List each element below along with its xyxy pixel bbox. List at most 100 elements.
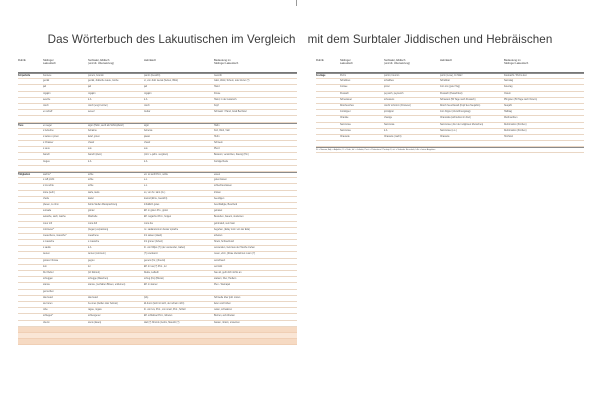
- table-left: Rubrik Stülinger Lakuutisch Surbtaler Jidd…: [18, 58, 297, 346]
- table-cell: tur: [88, 265, 91, 268]
- table-cell: Pessach (Pesachfest): [440, 92, 463, 95]
- table-cell: gemuchen: [43, 290, 54, 293]
- table-cell: meauchene, mausche*: [43, 234, 67, 237]
- table-cell: Reformation (Kirchen): [504, 123, 527, 126]
- table-row: barsch barsch (klein) (mitt. v.-jahm. verg…: [18, 153, 297, 160]
- table-cell: oberst: [43, 321, 50, 324]
- table-cell: purimt, boumm: [384, 75, 400, 77]
- table-cell: Sammowe (Jnur der religiösen Menschen): [440, 123, 484, 126]
- column-header: Bedeutung im Stülinger Lakuutisch: [214, 59, 239, 66]
- legend-note-row: N. = Nomen, Adj. = Adjektiv, V. = Verb, …: [316, 147, 584, 154]
- table-cell: Imt saleen (daart): [144, 234, 162, 237]
- table-cell: s mausche: [88, 241, 100, 244]
- table-cell: bockige Rede: [214, 160, 229, 163]
- table-header: Rubrik Stülinger Lakuutisch Surbtaler Jidd…: [18, 58, 297, 73]
- table-cell: [214, 327, 297, 332]
- row-category: [18, 228, 43, 233]
- table-row: ziegeu k.A. k.A. bockige Rede: [18, 160, 297, 166]
- table-cell: [214, 166, 297, 171]
- table-cell: Schwein: [214, 142, 223, 145]
- table-cell: Schabbat: [440, 80, 450, 83]
- table-cell: gegou: [88, 259, 95, 262]
- table-cell: jad: [43, 86, 47, 89]
- table-row: [18, 332, 297, 340]
- table-cell: k.A.: [88, 98, 92, 101]
- table-cell: Dur Rebul: [43, 272, 54, 274]
- table-cell: gezäk, Jüdische Laute, Grobe: [88, 80, 119, 83]
- table-cell: genem (Ks.) (Fuerst): [144, 259, 166, 262]
- table-cell: Imt gruner (Arbeit): [144, 241, 163, 244]
- table-cell: Roschesches: [340, 104, 354, 107]
- table-row: Roschesches roschr schomm (Finsterer) Rosc…: [316, 104, 584, 111]
- table-cell: Pessach: [340, 92, 349, 95]
- table-cell: [43, 327, 88, 332]
- table-cell: verwenden, Geld aus der Tasche ziehen: [214, 247, 255, 250]
- row-category: [18, 160, 43, 165]
- table-cell: [214, 116, 297, 121]
- table-cell: schlegen*: [43, 315, 54, 318]
- table-cell: Jonkee: [340, 86, 348, 89]
- table-cell: sesche: [43, 98, 51, 101]
- table-row: tum tur Eff. In tua (?) Prot., tur verrückt: [18, 265, 297, 271]
- table-cell: [88, 333, 144, 338]
- table-cell: Schawuot (50 Tage nach Pessach): [440, 98, 476, 101]
- table-row: Körperteile boonere ponem, bounim panim (Ge…: [18, 73, 297, 80]
- table-cell: Wachelle: [88, 216, 98, 219]
- table-row: Tätigkeiten sachre* schle ett. so wohl Prot…: [18, 172, 297, 179]
- table-cell: gebündelt, nein hast: [214, 222, 235, 225]
- row-category: [18, 209, 43, 214]
- row-category: [18, 240, 43, 245]
- title-part-2: mit dem Surbtaler Jiddischen und Hebräis…: [307, 33, 553, 46]
- title-part-1: Das Wörterbuch des Lakuutischen im Vergl…: [47, 33, 296, 46]
- table-body: Festtage Purim purimt, boumm purim (Lose), …: [316, 73, 584, 154]
- table-cell: (?) unerkannt: [144, 253, 158, 256]
- table-cell: Bestehen, bauern, studenten: [214, 216, 244, 219]
- row-category: [18, 290, 43, 295]
- table-cell: chanige: [384, 117, 393, 120]
- table-cell: boonere: [43, 75, 52, 77]
- table-cell: beschädigte, Bescheid: [214, 203, 238, 206]
- row-category: [18, 296, 43, 301]
- row-category: Körperteile: [18, 75, 31, 77]
- table-cell: (liegen) verpackung: [88, 228, 109, 231]
- row-category: [18, 110, 43, 115]
- table-cell: k.A.: [88, 160, 92, 163]
- table-cell: jad: [88, 86, 92, 89]
- table-cell: begehen, (Eday mod. von der Eda): [214, 228, 250, 231]
- row-category: [18, 259, 43, 264]
- table-row: chelle kadel kowod (Ehre, Gewicht) beerdige…: [18, 197, 297, 203]
- table-cell: trinken: [214, 191, 221, 194]
- table-row: gezäk gezäk, Jüdische Laute, Grobe vt, von…: [18, 79, 297, 86]
- table-cell: kelef, jonen: [88, 135, 100, 138]
- table-cell: hau ab, geht dich nichts an: [214, 272, 242, 274]
- table-cell: gezäk: [43, 80, 50, 83]
- table-cell: s keiles o jonen: [43, 135, 59, 138]
- table-cell: Hand, in der Lakutsch.: [214, 98, 237, 101]
- table-cell: Feiertag: [504, 86, 513, 89]
- table-cell: rogajim: [43, 92, 51, 95]
- table-cell: robe: [43, 309, 48, 312]
- table-cell: sigor: [144, 124, 149, 127]
- table-row: Schabbes schabbes Schabbat Samstag: [316, 79, 584, 86]
- table-row: s suus sus sus Pferd: [18, 147, 297, 154]
- row-category: [18, 141, 43, 146]
- row-category: [18, 197, 43, 202]
- table-cell: schle: [88, 174, 94, 176]
- table-cell: so, von hc. taint (zu.): [144, 191, 166, 194]
- row-category: [18, 314, 43, 319]
- table-cell: taufe, taufe: [88, 191, 100, 194]
- table-cell: Samstag: [504, 80, 514, 83]
- table-cell: ruuen, ehrn, (Roae rderdehren nuum (?): [214, 253, 255, 256]
- table-cell: wunen: [43, 253, 50, 256]
- table-row: robe rague, rogare ttr. von Iva, Prot., vo…: [18, 308, 297, 315]
- table-row: Chanike chanige Chanukka (Lichterfest im D…: [316, 116, 584, 123]
- row-category: Tätigkeiten: [18, 174, 31, 176]
- table-cell: stanne, (verhalten Bituen, entfernen): [88, 284, 126, 287]
- table-cell: Schwanz / Hand, Grad Bechstel: [214, 111, 247, 114]
- table-cell: Chanukka (Lichterfest im Dez): [440, 117, 471, 120]
- table-cell: s behelme: [43, 129, 54, 132]
- table-row: s sauliu k.A. ttr. von Miljus (?) (der ver…: [18, 246, 297, 253]
- table-row: Jonkee jonter Jom tov (guter Tag) Feiertag: [316, 85, 584, 92]
- table-cell: rosch: [43, 104, 49, 107]
- table-row: Schewwuet schewuos Schawuot (50 Tage nach …: [316, 98, 584, 104]
